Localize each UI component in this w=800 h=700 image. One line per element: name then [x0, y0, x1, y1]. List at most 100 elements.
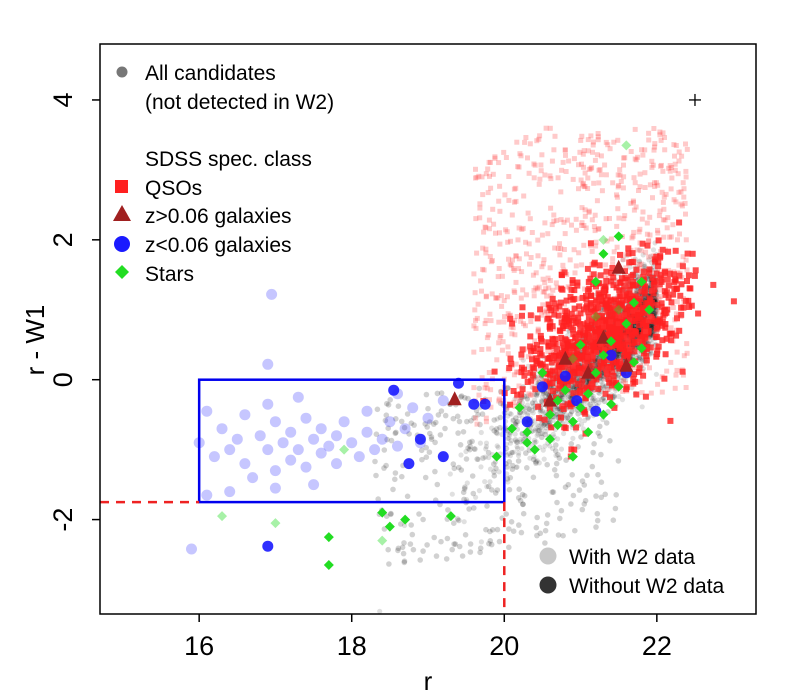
- candidate-point: [648, 350, 655, 356]
- candidate-point: [471, 505, 477, 511]
- candidate-point: [567, 411, 574, 417]
- candidate-point: [456, 543, 463, 550]
- candidate-point: [591, 398, 597, 404]
- candidate-point: [395, 403, 402, 410]
- qso-point: [483, 225, 489, 231]
- qso-point: [586, 166, 592, 172]
- qso-point: [591, 259, 598, 266]
- qso-point: [680, 254, 686, 260]
- qso-point: [521, 193, 527, 199]
- candidate-point: [505, 479, 511, 485]
- qso-point: [571, 156, 577, 162]
- qso-point: [654, 347, 661, 354]
- candidate-point: [464, 480, 470, 486]
- star-point: [636, 343, 647, 354]
- qso-point: [605, 375, 612, 382]
- low-z-galaxy-point: [559, 370, 571, 382]
- qso-point: [585, 137, 591, 143]
- qso-point: [656, 255, 662, 261]
- candidate-point: [513, 415, 519, 421]
- qso-point: [615, 321, 621, 327]
- candidate-point: [509, 466, 516, 473]
- qso-point: [537, 176, 543, 182]
- qso-point: [547, 388, 553, 394]
- candidate-point: [566, 393, 572, 399]
- low-z-galaxy-point: [437, 395, 449, 407]
- candidate-point: [516, 412, 522, 418]
- qso-point: [534, 138, 540, 144]
- candidate-point: [530, 400, 536, 406]
- qso-point: [489, 258, 495, 264]
- low-z-galaxy-point: [392, 440, 403, 452]
- qso-point: [598, 341, 604, 347]
- qso-point: [576, 312, 581, 317]
- candidate-point: [589, 463, 596, 470]
- qso-point: [593, 239, 599, 245]
- qso-point: [594, 152, 600, 158]
- candidate-point: [374, 406, 381, 413]
- candidate-point: [532, 439, 538, 446]
- star-point: [522, 427, 533, 438]
- qso-point: [609, 281, 615, 286]
- qso-point: [607, 331, 614, 338]
- qso-point: [683, 237, 689, 243]
- qso-point: [529, 384, 535, 390]
- qso-point: [568, 348, 574, 354]
- qso-point: [628, 200, 634, 206]
- star-point: [217, 511, 228, 522]
- candidate-point: [525, 410, 531, 416]
- candidate-point: [477, 440, 483, 446]
- qso-point: [615, 184, 621, 190]
- candidate-point: [508, 411, 514, 417]
- y-tick-label: 2: [48, 232, 78, 247]
- candidate-point: [494, 443, 500, 449]
- qso-point: [551, 326, 556, 332]
- candidate-point: [393, 429, 399, 436]
- candidate-point: [568, 501, 574, 507]
- qso-point: [613, 303, 620, 310]
- candidate-point: [517, 497, 524, 504]
- candidate-point: [506, 544, 512, 551]
- qso-point: [635, 307, 641, 312]
- qso-point: [655, 230, 661, 236]
- qso-point: [473, 166, 478, 172]
- candidate-point: [469, 438, 475, 445]
- candidate-point: [529, 400, 536, 406]
- candidate-point: [493, 429, 500, 436]
- candidate-point: [475, 456, 481, 462]
- qso-point: [552, 133, 558, 139]
- qso-point: [585, 314, 592, 320]
- qso-point: [589, 380, 594, 386]
- qso-point: [657, 253, 664, 260]
- candidate-point: [472, 446, 478, 452]
- candidate-point: [553, 472, 560, 479]
- qso-point: [582, 349, 589, 355]
- qso-point: [504, 294, 510, 300]
- qso-point: [482, 385, 488, 391]
- low-z-galaxy-point: [201, 405, 213, 417]
- qso-point: [636, 302, 643, 309]
- candidate-point: [489, 425, 495, 431]
- qso-point: [511, 288, 517, 294]
- qso-point: [573, 227, 579, 233]
- qso-point: [598, 172, 604, 178]
- candidate-point: [434, 481, 441, 488]
- star-point: [590, 367, 601, 378]
- qso-point: [574, 296, 580, 302]
- candidate-point: [584, 472, 590, 479]
- candidate-point: [565, 395, 571, 401]
- qso-point: [568, 286, 575, 293]
- qso-point: [496, 398, 502, 404]
- qso-point: [514, 139, 520, 145]
- qso-point: [634, 268, 640, 273]
- qso-point: [620, 388, 626, 394]
- qso-point: [662, 147, 668, 153]
- qso-point: [641, 268, 647, 275]
- qso-point: [631, 175, 637, 181]
- candidate-point: [460, 489, 467, 496]
- y-tick-label: 4: [48, 92, 78, 107]
- qso-point: [681, 194, 687, 200]
- qso-point: [564, 382, 571, 388]
- qso-point: [540, 302, 546, 308]
- candidate-point: [388, 510, 394, 517]
